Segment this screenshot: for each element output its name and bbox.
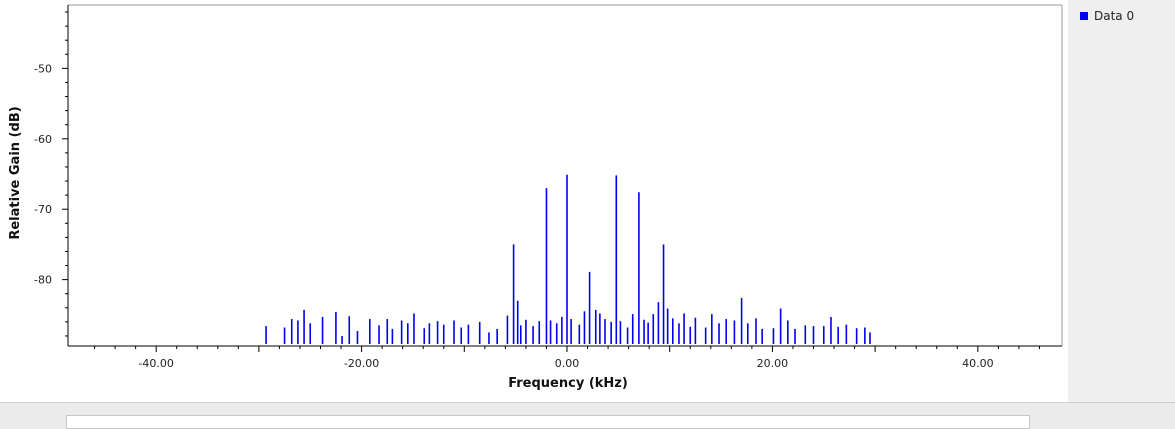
y-tick-label: -60 — [34, 133, 52, 146]
y-axis-title: Relative Gain (dB) — [8, 106, 23, 239]
x-tick-label: 40.00 — [962, 357, 994, 370]
y-axis: -50 -60 -70 -80 — [34, 5, 69, 346]
series-data-0 — [265, 174, 871, 344]
x-axis: -40.00 -20.00 0.00 20.00 40.00 — [68, 345, 1062, 370]
legend-pane — [1068, 0, 1175, 402]
x-tick-label: 20.00 — [757, 357, 789, 370]
y-tick-label: -80 — [34, 274, 52, 287]
x-tick-label: 0.00 — [555, 357, 580, 370]
y-tick-label: -70 — [34, 203, 52, 216]
x-tick-label: -40.00 — [138, 357, 173, 370]
x-axis-title: Frequency (kHz) — [508, 376, 628, 391]
spectrum-chart[interactable]: -50-60-70-80 -40.00 -20.00 0.00 20.00 40.00 … — [0, 0, 1068, 402]
x-tick-label: -20.00 — [344, 357, 379, 370]
legend-label-data-0: Data 0 — [1094, 9, 1135, 23]
y-tick-label: -50 — [34, 62, 52, 75]
legend-swatch-data-0 — [1080, 12, 1088, 20]
bottom-panel — [66, 415, 1030, 429]
legend[interactable]: Data 0 — [1080, 9, 1134, 23]
plot-panel — [0, 0, 1175, 402]
